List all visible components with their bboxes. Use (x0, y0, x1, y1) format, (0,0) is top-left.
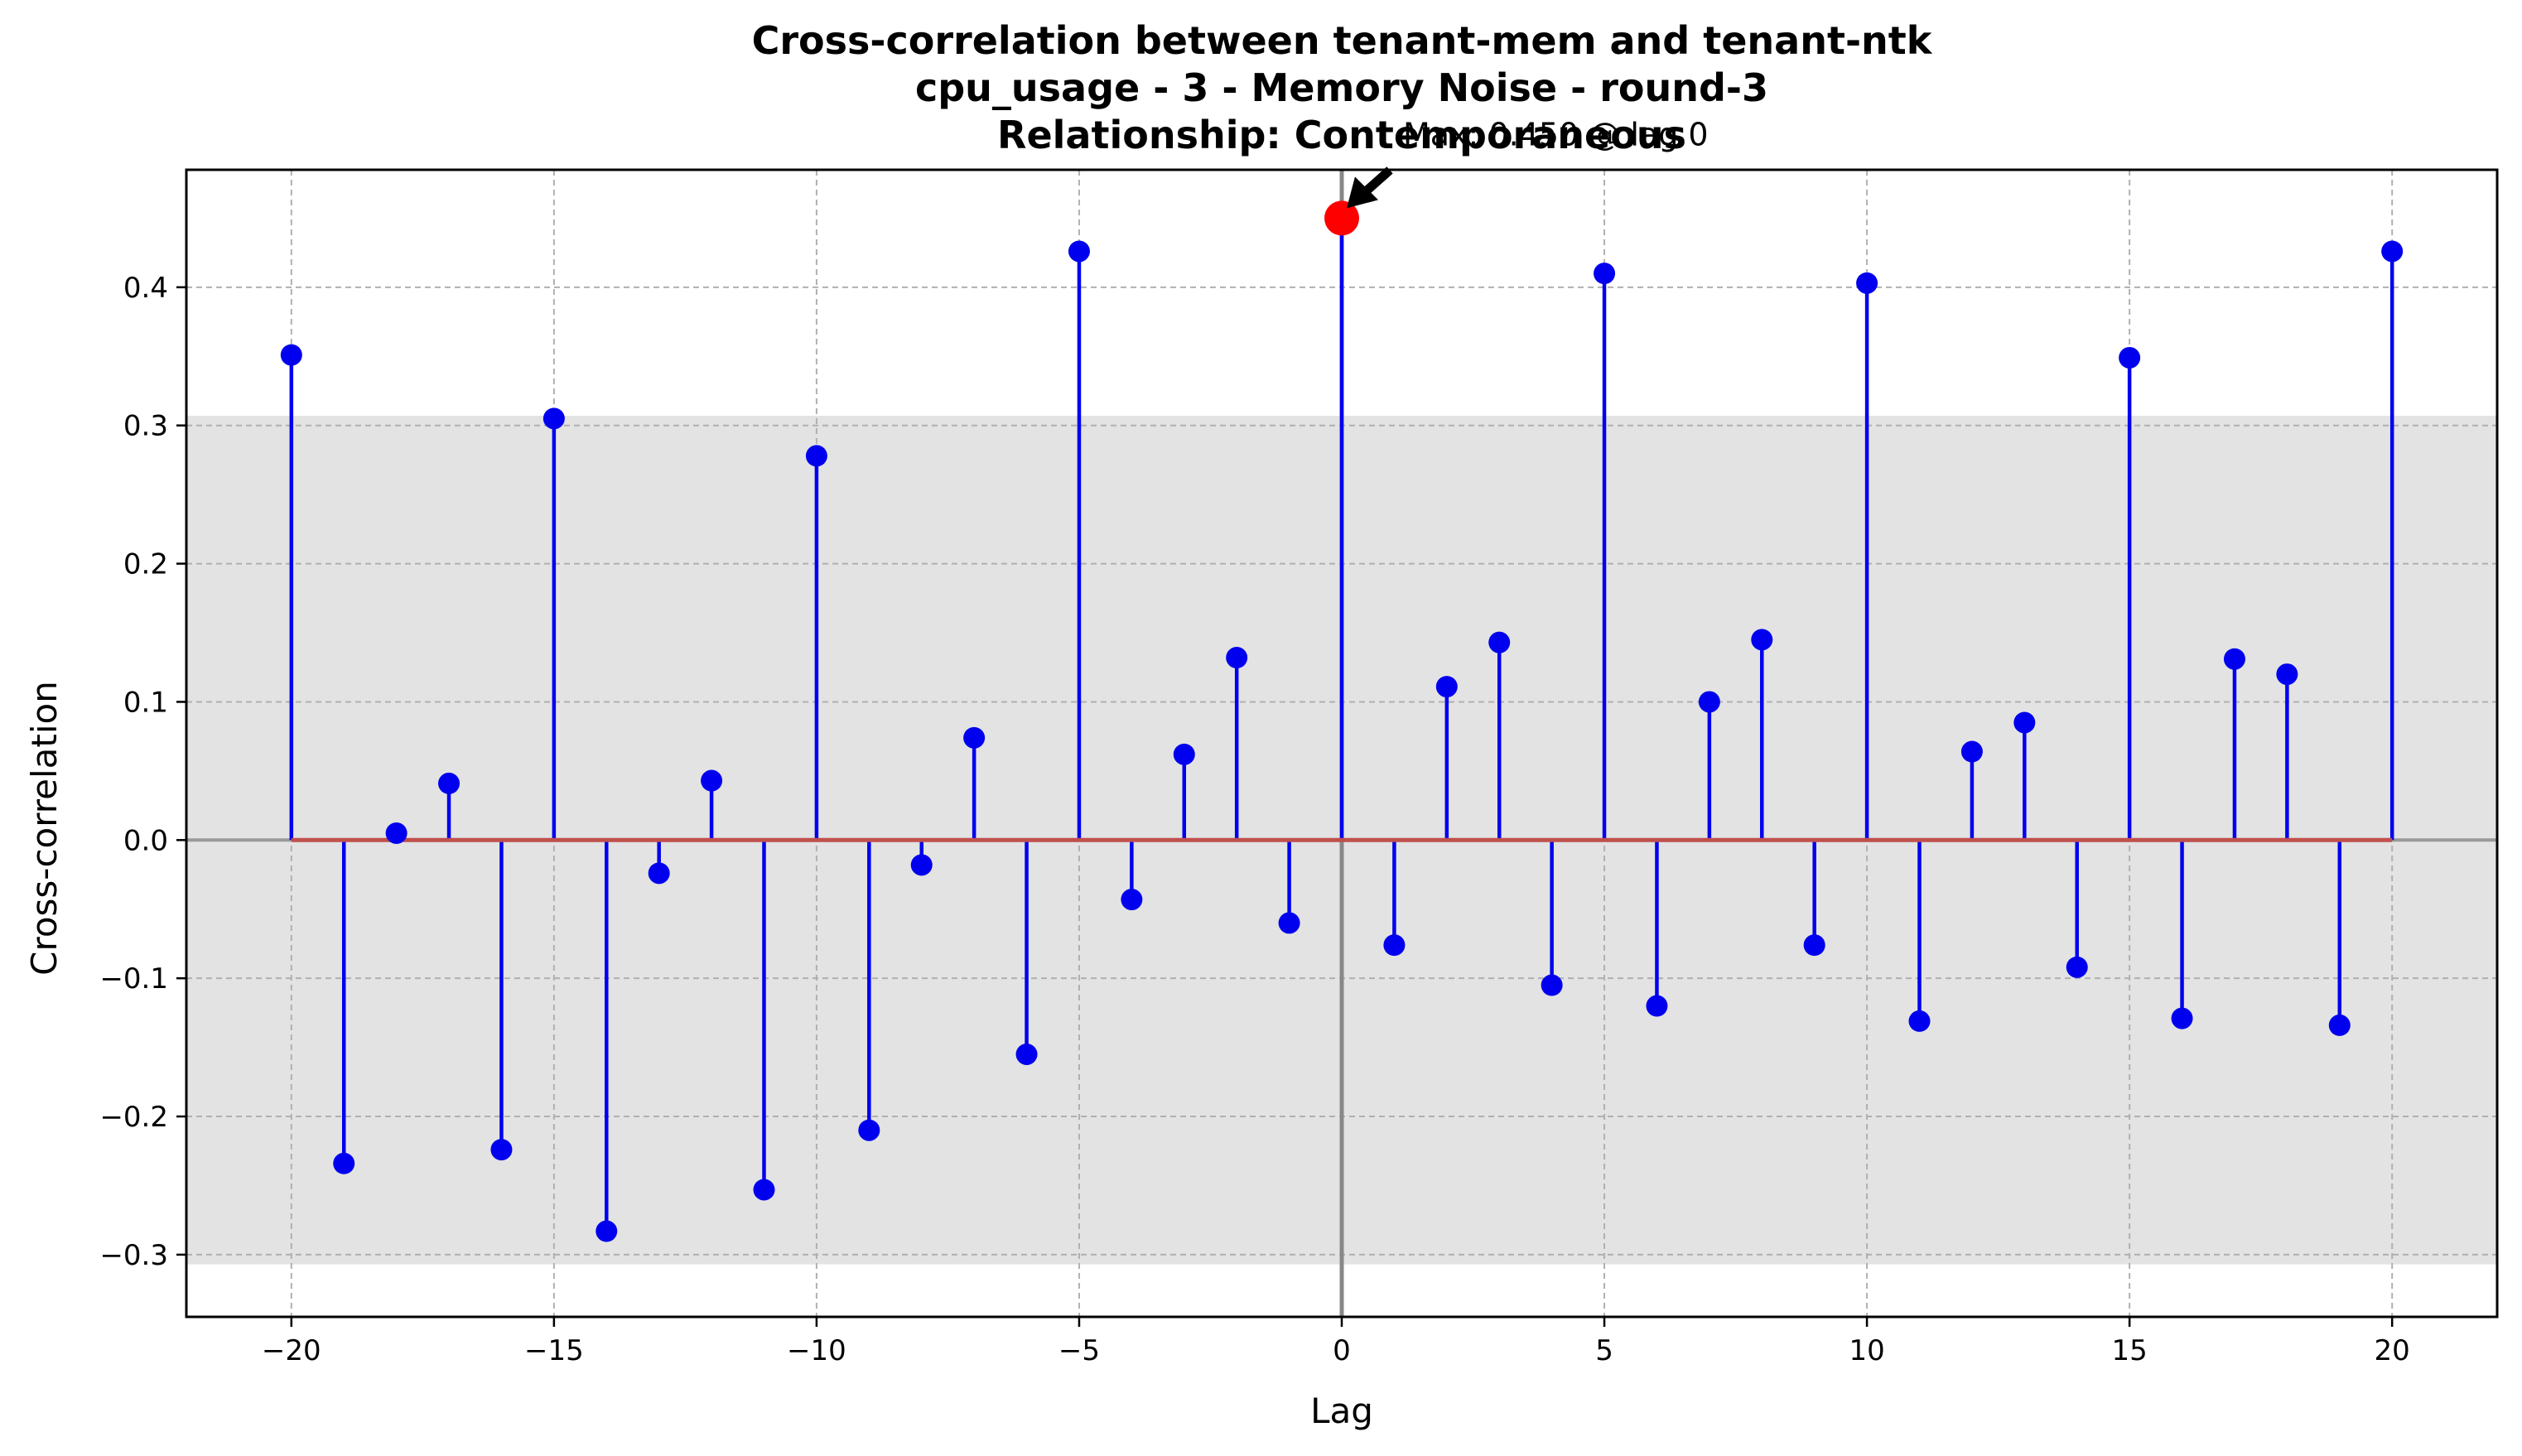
stem-marker (438, 772, 461, 794)
stem-marker (1226, 647, 1248, 669)
stem-marker (2381, 240, 2404, 263)
stem-marker (858, 1119, 880, 1141)
title-line-1: Cross-correlation between tenant-mem and… (752, 18, 1933, 63)
x-tick-label: 5 (1595, 1334, 1613, 1367)
annotation-arrow-head (1347, 176, 1378, 209)
stem-marker (1383, 934, 1406, 957)
stem-marker (805, 445, 827, 467)
x-tick-label: 0 (1333, 1334, 1351, 1367)
title-line-2: cpu_usage - 3 - Memory Noise - round-3 (915, 65, 1768, 110)
x-tick-label: 15 (2112, 1334, 2148, 1367)
stem-marker (1698, 691, 1720, 713)
stem-marker (1068, 240, 1090, 263)
stem-marker (1803, 934, 1825, 957)
stem-marker (280, 344, 302, 366)
stem-marker (2013, 711, 2036, 734)
x-tick-label: −10 (787, 1334, 846, 1367)
stem-marker (1435, 676, 1458, 698)
stem-marker (1173, 743, 1195, 765)
stem-marker (2066, 956, 2088, 978)
max-marker (1324, 200, 1359, 236)
x-tick-label: −20 (262, 1334, 321, 1367)
y-tick-label: −0.1 (99, 962, 168, 996)
stem-marker (1121, 889, 1143, 911)
stem-marker (753, 1179, 775, 1201)
stem-marker (1594, 263, 1616, 285)
x-tick-label: 10 (1849, 1334, 1884, 1367)
stem-marker (385, 822, 407, 844)
y-tick-label: 0.4 (123, 272, 168, 305)
stem-marker (1856, 272, 1878, 294)
y-tick-label: −0.3 (99, 1239, 168, 1272)
y-tick-label: −0.2 (99, 1101, 168, 1134)
x-tick-label: −15 (524, 1334, 584, 1367)
y-tick-label: 0.3 (123, 410, 168, 443)
stem-marker (1278, 912, 1300, 934)
chart-title: Cross-correlation between tenant-mem and… (752, 18, 1933, 157)
stem-marker (333, 1152, 355, 1174)
stem-marker (1488, 631, 1511, 653)
y-tick-label: 0.1 (123, 686, 168, 719)
stem-marker (596, 1220, 618, 1242)
max-annotation: Max: 0.450 @ lag 0 (1403, 116, 1709, 152)
stem-marker (1541, 974, 1563, 996)
stem-marker (2223, 648, 2245, 670)
plot-area: Max: 0.450 @ lag 0 −20 −15 −10 −5 0 5 10 15 20 −0.… (99, 116, 2499, 1367)
stem-marker (1015, 1043, 1038, 1065)
stem-marker (2328, 1014, 2351, 1036)
y-tick-label: 0.2 (123, 548, 168, 581)
stem-marker (2276, 663, 2298, 686)
x-axis-label: Lag (1310, 1391, 1373, 1431)
stem-marker (910, 854, 933, 876)
stem-marker (2171, 1007, 2193, 1029)
stem-marker (2119, 346, 2141, 369)
stem-marker (1908, 1010, 1931, 1032)
stem-marker (1751, 629, 1773, 651)
stem-marker (542, 407, 565, 430)
x-tick-label: −5 (1058, 1334, 1100, 1367)
stem-marker (1646, 995, 1668, 1017)
y-tick-label: 0.0 (123, 824, 168, 857)
stem-marker (648, 862, 670, 885)
stem-marker (701, 769, 723, 792)
stem-marker (1960, 740, 1983, 763)
x-tick-label: 20 (2375, 1334, 2410, 1367)
title-line-3: Relationship: Contemporaneous (997, 113, 1686, 157)
y-axis-label: Cross-correlation (24, 681, 65, 976)
stem-marker (963, 726, 986, 749)
stem-marker (490, 1139, 513, 1161)
